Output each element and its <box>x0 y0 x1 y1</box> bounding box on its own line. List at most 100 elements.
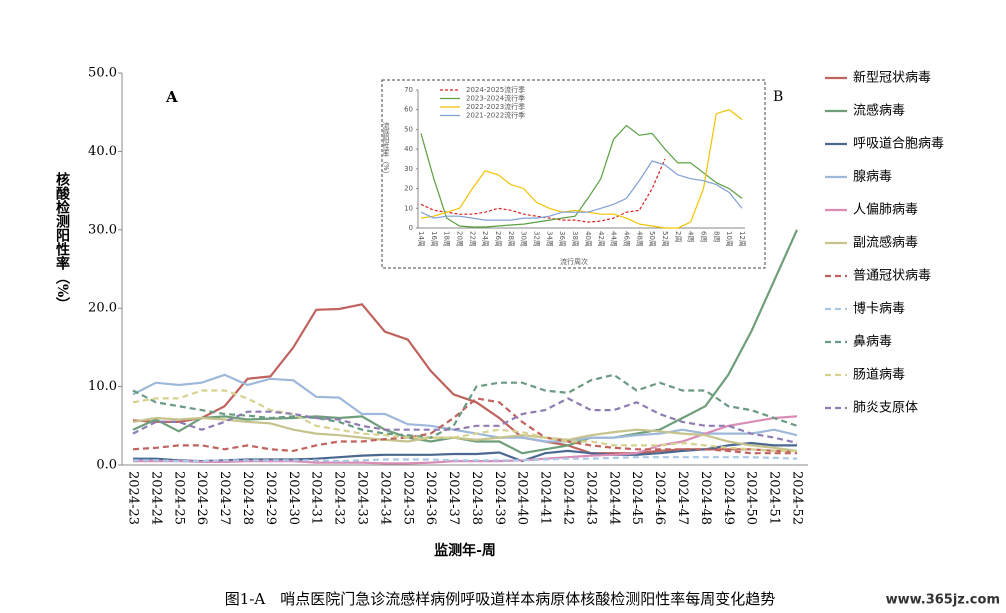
x-tick-label: 20周 <box>456 231 464 247</box>
x-tick-label: 52周 <box>661 231 669 247</box>
legend-label: 2023-2024流行季 <box>466 94 525 103</box>
x-tick-label: 4周 <box>687 231 695 242</box>
y-axis-label: 流感阳性率（%） <box>382 121 390 177</box>
x-tick-label: 24周 <box>481 231 489 247</box>
x-axis-label: 流行周次 <box>560 257 588 266</box>
legend-label: 呼吸道合胞病毒 <box>853 137 944 152</box>
y-tick-label: 40.0 <box>88 144 117 159</box>
x-tick-label: 46周 <box>622 231 630 247</box>
x-tick-label: 22周 <box>468 231 476 247</box>
series-line <box>420 109 743 229</box>
legend-label: 鼻病毒 <box>853 334 892 350</box>
x-tick-label: 2024-36 <box>423 471 438 525</box>
legend-label: 肺炎支原体 <box>853 401 918 416</box>
legend-label: 肠道病毒 <box>853 368 905 383</box>
y-tick-label: 10 <box>404 204 413 212</box>
y-tick-label: 60 <box>404 106 413 114</box>
x-tick-label: 36周 <box>558 231 566 247</box>
y-axis-label: 核酸检测阳性率（%） <box>54 171 71 311</box>
x-tick-label: 42周 <box>597 231 605 247</box>
x-tick-label: 32周 <box>533 231 541 247</box>
x-tick-label: 2024-24 <box>148 471 163 525</box>
x-tick-label: 44周 <box>610 231 618 247</box>
y-tick-label: 0 <box>409 224 413 232</box>
x-tick-label: 48周 <box>635 231 643 247</box>
x-tick-label: 30周 <box>520 231 528 247</box>
legend-label: 2022-2023流行季 <box>466 102 525 111</box>
x-tick-label: 2024-41 <box>538 471 553 525</box>
x-tick-label: 2024-45 <box>629 471 644 525</box>
series-line <box>133 456 798 463</box>
series-line <box>132 397 798 445</box>
y-tick-label: 20 <box>404 185 413 193</box>
y-tick-label: 0.0 <box>96 458 117 473</box>
watermark: www.365jz.com <box>886 593 1000 608</box>
x-tick-label: 50周 <box>648 231 656 247</box>
y-tick-label: 50.0 <box>88 66 117 81</box>
x-tick-label: 18周 <box>443 231 451 247</box>
x-tick-label: 16周 <box>430 231 438 247</box>
legend-label: 人偏肺病毒 <box>853 203 918 218</box>
y-tick-label: 30.0 <box>88 222 117 237</box>
series-line <box>132 373 798 439</box>
x-tick-label: 2024-28 <box>240 471 255 525</box>
x-tick-label: 28周 <box>507 231 515 247</box>
legend-label: 博卡病毒 <box>853 302 905 317</box>
x-tick-label: 6周 <box>699 231 707 242</box>
x-tick-label: 2024-27 <box>217 471 232 525</box>
x-tick-label: 2024-38 <box>469 471 484 525</box>
x-tick-label: 2024-33 <box>354 471 369 525</box>
series-line <box>132 416 798 452</box>
legend-label: 副流感病毒 <box>853 235 918 251</box>
x-tick-label: 2024-46 <box>652 471 667 525</box>
x-tick-label: 2024-34 <box>377 471 392 525</box>
x-tick-label: 26周 <box>494 231 502 247</box>
caption: 图1-A 哨点医院门急诊流感样病例呼吸道样本病原体核酸检测阳性率每周变化趋势 <box>225 590 775 608</box>
legend-label: 2021-2022流行季 <box>466 111 525 120</box>
x-tick-label: 2024-42 <box>561 471 576 525</box>
x-tick-label: 2024-37 <box>446 471 461 525</box>
panel-label: B <box>773 89 783 105</box>
x-tick-label: 2024-23 <box>126 471 141 525</box>
x-tick-label: 14周 <box>417 231 425 247</box>
panel-label: A <box>165 88 178 106</box>
x-tick-label: 12周 <box>738 231 746 247</box>
x-tick-label: 2024-49 <box>721 471 736 525</box>
x-tick-label: 2024-35 <box>400 471 415 525</box>
x-tick-label: 34周 <box>545 231 553 247</box>
legend-label: 2024-2025流行季 <box>466 85 525 94</box>
y-tick-label: 40 <box>404 145 413 153</box>
y-tick-label: 10.0 <box>88 379 117 394</box>
x-tick-label: 2024-32 <box>332 471 347 525</box>
series-line <box>420 124 743 228</box>
x-tick-label: 2024-51 <box>767 471 782 525</box>
legend-label: 流感病毒 <box>853 103 905 119</box>
x-tick-label: 8周 <box>712 231 720 242</box>
legend-label: 普通冠状病毒 <box>853 269 931 284</box>
inset-frame <box>381 79 766 269</box>
x-tick-label: 2024-26 <box>194 471 209 525</box>
x-tick-label: 40周 <box>584 231 592 247</box>
x-tick-label: 2024-39 <box>492 471 507 525</box>
x-tick-label: 2024-47 <box>675 471 690 525</box>
x-tick-label: 2周 <box>674 231 682 242</box>
x-tick-label: 2024-25 <box>171 471 186 525</box>
y-tick-label: 70 <box>404 86 413 94</box>
x-tick-label: 2024-31 <box>309 471 324 525</box>
x-tick-label: 2024-29 <box>263 471 278 525</box>
x-tick-label: 38周 <box>571 231 579 247</box>
x-tick-label: 2024-50 <box>744 471 759 525</box>
series-line <box>132 373 798 443</box>
y-tick-label: 20.0 <box>88 301 117 316</box>
legend-label: 腺病毒 <box>853 170 892 185</box>
x-tick-label: 2024-44 <box>606 471 621 525</box>
series-line <box>132 389 797 452</box>
series-line <box>133 441 797 463</box>
x-tick-label: 2024-43 <box>583 471 598 525</box>
x-tick-label: 2024-52 <box>790 471 805 525</box>
x-tick-label: 2024-48 <box>698 471 713 525</box>
x-tick-label: 2024-40 <box>515 471 530 525</box>
legend-label: 新型冠状病毒 <box>853 70 931 86</box>
series-line <box>420 160 743 221</box>
